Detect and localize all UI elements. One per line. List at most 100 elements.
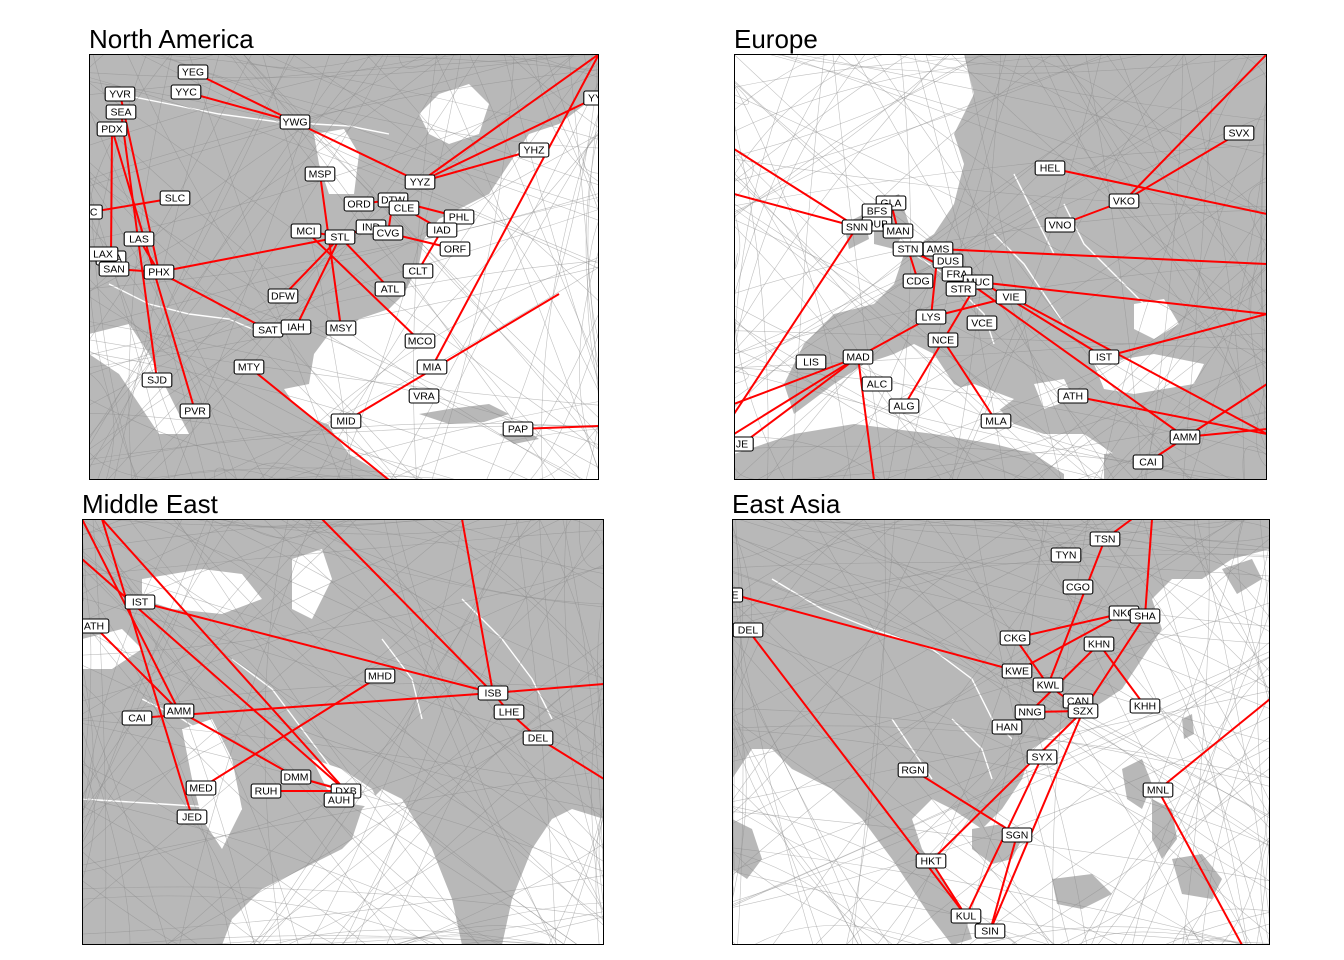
background-route <box>82 519 464 850</box>
airport-label-hel: HEL <box>1034 160 1066 176</box>
airport-label-box <box>279 114 311 130</box>
background-route <box>1090 519 1244 945</box>
airport-code: DEL <box>738 625 759 637</box>
background-route <box>411 519 604 683</box>
background-route <box>893 54 1267 121</box>
background-route <box>89 54 426 293</box>
airport-code: YYC <box>175 87 197 99</box>
airport-label-kwe: KWE <box>1001 663 1033 679</box>
background-route <box>535 54 599 183</box>
background-route <box>734 172 985 480</box>
background-route <box>389 428 599 480</box>
airport-label-alg: ALG <box>888 398 920 414</box>
highlight-route <box>282 236 341 297</box>
background-route <box>795 54 1267 155</box>
background-route <box>1005 519 1036 532</box>
background-route <box>563 812 604 945</box>
background-route <box>89 54 172 209</box>
highlight-route <box>185 91 296 123</box>
airport-label-box <box>1062 579 1094 595</box>
airport-label-box <box>426 222 458 238</box>
background-route <box>732 656 1270 903</box>
background-route <box>82 664 566 945</box>
background-route <box>734 54 1107 132</box>
highlight-route <box>1147 383 1267 463</box>
background-route <box>162 519 604 819</box>
highlight-route <box>1082 615 1146 712</box>
airport-code: MCO <box>408 336 433 348</box>
background-route <box>1119 54 1267 451</box>
background-route <box>539 519 604 752</box>
background-route <box>872 54 1190 480</box>
highlight-route <box>139 601 494 694</box>
background-route <box>732 648 891 945</box>
background-route <box>534 425 599 480</box>
highlight-route <box>101 519 347 792</box>
airport-code: MAN <box>886 226 909 238</box>
background-route <box>204 937 560 945</box>
airport-code: CKG <box>1004 633 1027 645</box>
airport-label-ist: IST <box>124 594 156 610</box>
background-route <box>734 71 1267 400</box>
airport-label-box <box>104 86 136 102</box>
airport-code: ATL <box>381 284 400 296</box>
background-route <box>772 519 1092 945</box>
background-route <box>1038 266 1267 480</box>
background-route <box>1257 572 1270 862</box>
airport-label-box <box>734 436 754 452</box>
panel-title-north-america: North America <box>89 24 254 54</box>
background-route <box>734 54 1204 408</box>
background-route <box>732 705 747 902</box>
background-route <box>568 54 599 405</box>
background-route <box>964 54 1062 480</box>
airport-label-box <box>404 174 436 190</box>
background-route <box>82 519 124 536</box>
background-route <box>732 519 1240 876</box>
background-route <box>846 519 886 945</box>
background-route <box>89 54 581 79</box>
airport-code: KHH <box>1134 701 1156 713</box>
background-route <box>901 519 1270 633</box>
background-route <box>89 212 194 480</box>
airport-label-box <box>1088 349 1120 365</box>
airport-label-ath: ATH <box>82 618 110 634</box>
background-route <box>853 54 1116 480</box>
airport-label-box <box>1001 663 1033 679</box>
background-route <box>734 211 741 272</box>
airport-code: JED <box>182 812 202 824</box>
airport-code: ORD <box>347 199 371 211</box>
background-route <box>176 519 480 945</box>
airport-code: IAH <box>287 322 305 334</box>
airport-label-ywg: YWG <box>279 114 311 130</box>
background-route <box>732 871 1270 944</box>
background-route <box>1131 416 1267 480</box>
airport-label-nce: NCE <box>927 332 959 348</box>
airport-code: VKO <box>1113 196 1135 208</box>
airport-label-stl: STL <box>324 229 356 245</box>
background-route <box>142 54 216 61</box>
background-route <box>904 54 1021 480</box>
airport-label-box <box>991 719 1023 735</box>
background-route <box>390 81 599 480</box>
background-route <box>89 54 599 96</box>
highlight-route <box>345 293 560 422</box>
background-route <box>545 54 599 205</box>
highlight-route <box>101 519 193 818</box>
highlight-route <box>1123 54 1267 202</box>
background-route <box>82 519 234 800</box>
airport-code: MID <box>336 416 356 428</box>
airport-label-box <box>974 923 1006 939</box>
airport-label-box <box>882 223 914 239</box>
background-route <box>395 925 566 945</box>
airport-code: KWL <box>1037 680 1060 692</box>
background-route <box>1167 519 1270 619</box>
airport-code: LIS <box>803 357 819 369</box>
background-route <box>1248 262 1267 332</box>
airport-label-box <box>98 261 130 277</box>
map-frame <box>734 54 1267 480</box>
airport-label-box <box>323 792 355 808</box>
highlight-route <box>305 230 421 342</box>
airport-label-sjd: SJD <box>141 372 173 388</box>
background-route <box>156 469 278 480</box>
